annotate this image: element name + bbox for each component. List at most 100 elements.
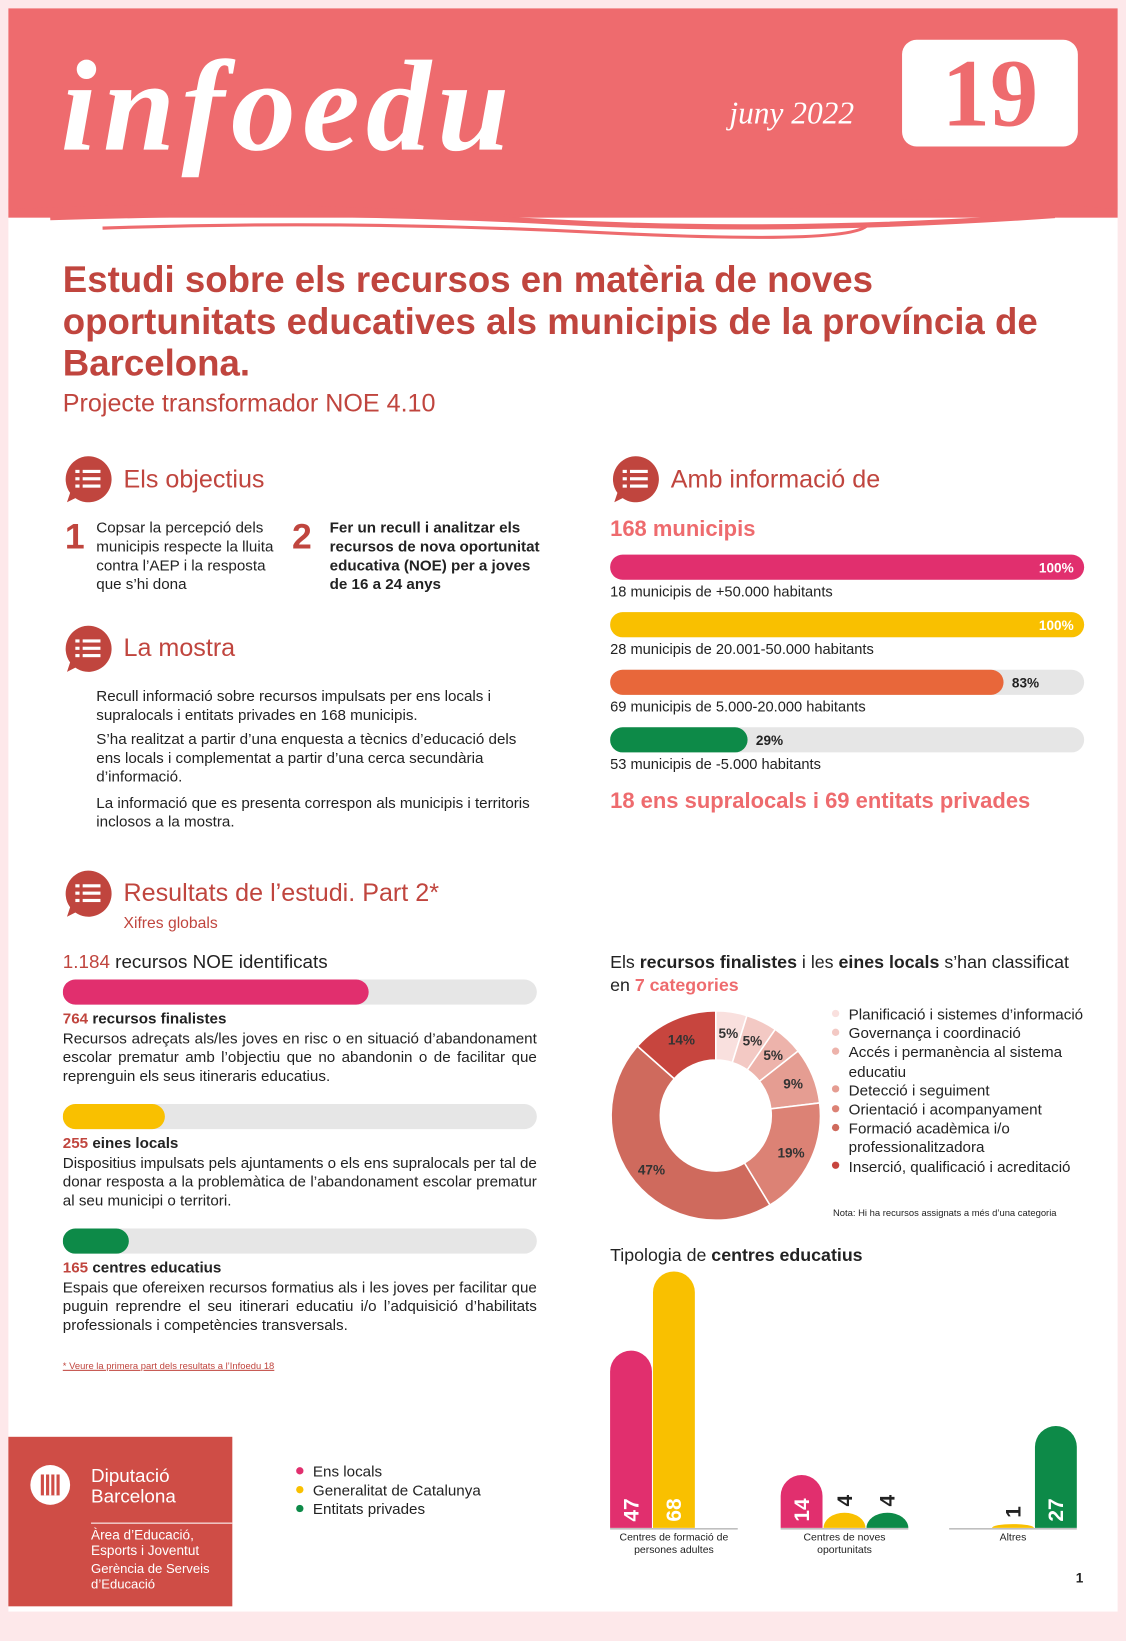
title-part: centres educatius <box>711 1245 863 1266</box>
objective-text: Copsar la percepció dels municipis respe… <box>96 520 274 594</box>
column <box>866 1512 909 1528</box>
donut-legend: Planificació i sistemes d’informació Gove… <box>831 1006 1094 1177</box>
title-part: recursos finalistes <box>639 952 797 973</box>
area: Àrea d’Educació, Esports i Joventut <box>91 1522 233 1558</box>
legend-label: Inserció, qualificació i acreditació <box>848 1159 1071 1176</box>
section-heading: Resultats de l’estudi. Part 2* <box>123 879 439 908</box>
org-line: Barcelona <box>91 1485 176 1507</box>
unit: Gerència de Serveis d’Educació <box>91 1561 210 1592</box>
municipis-chart: 100% 18 municipis de +50.000 habitants 100… <box>610 554 1085 773</box>
legend-item: Ens locals <box>296 1463 481 1482</box>
footnote: * Veure la primera part dels resultats a… <box>62 1360 275 1371</box>
org-name: Diputació Barcelona <box>91 1465 176 1507</box>
legend-swatch <box>831 1009 840 1017</box>
legend-swatch <box>831 1104 840 1113</box>
section-heading: La mostra <box>123 634 236 663</box>
category-label: 18 municipis de +50.000 habitants <box>610 584 833 600</box>
donut-title: Els recursos finalistes i les eines loca… <box>610 951 1091 997</box>
category-label: Centres de noves oportunitats <box>803 1532 886 1557</box>
icon <box>65 625 112 672</box>
bar <box>62 1104 165 1130</box>
header-strokes <box>8 188 1118 239</box>
legend-item: Orientació i acompanyament <box>831 1101 1094 1120</box>
issue-number: 19 <box>902 39 1078 147</box>
category-label: Altres <box>999 1532 1027 1544</box>
bar <box>62 1228 129 1254</box>
icon <box>65 870 112 917</box>
column <box>1034 1426 1077 1528</box>
total: 168 municipis <box>610 516 756 542</box>
legend-label: Ens locals <box>312 1464 383 1481</box>
column <box>823 1512 866 1528</box>
objective-number: 2 <box>291 516 312 557</box>
slice-label: 5% <box>763 1048 783 1063</box>
legend-label: Formació acadèmica i/o professionalitzad… <box>848 1120 1010 1157</box>
donut-chart: 5% 5%5%9%19%47%14% <box>610 1010 822 1221</box>
legend-swatch <box>831 1161 840 1170</box>
bar <box>610 727 748 753</box>
column-legend: Ens locals Generalitat de Catalunya Entita… <box>296 1463 481 1520</box>
bar-track <box>62 1228 537 1254</box>
legend-item: Detecció i seguiment <box>831 1082 1094 1101</box>
legend-item: Formació acadèmica i/o professionalitzad… <box>831 1120 1094 1158</box>
section-heading: Amb informació de <box>670 465 881 494</box>
bar-description: Recursos adreçats als/les joves en risc … <box>62 1030 537 1086</box>
title: Estudi sobre els recursos en matèria de … <box>62 259 1038 385</box>
subtitle: Projecte transformador NOE 4.10 <box>62 389 436 418</box>
slice-label: 5% <box>743 1033 763 1048</box>
icon <box>65 456 112 503</box>
column <box>652 1271 695 1528</box>
resources-total: 1.184 recursos NOE identificats <box>63 951 328 973</box>
value-label: 83% <box>1012 676 1039 691</box>
category-label: Centres de formació de persones adultes <box>619 1532 729 1557</box>
icon <box>612 456 659 503</box>
resources-chart <box>62 979 537 1254</box>
donut-slice <box>610 1045 772 1221</box>
bar <box>610 554 1085 580</box>
note: Nota: Hi ha recursos assignats a més d’u… <box>832 1207 1057 1219</box>
objective-text: Fer un recull i analitzar els recursos d… <box>329 520 540 594</box>
category-label: 28 municipis de 20.001-50.000 habitants <box>610 642 874 658</box>
category-label: 53 municipis de -5.000 habitants <box>610 757 821 773</box>
title-part: eines locals <box>838 952 940 973</box>
column-value: 14 <box>791 1498 814 1522</box>
brand: infoedu <box>60 34 516 178</box>
column-title: Tipologia de centres educatius <box>610 1245 862 1266</box>
paragraph: La informació que es presenta correspon … <box>96 795 530 831</box>
logo <box>30 1465 71 1505</box>
legend-label: Governança i coordinació <box>848 1025 1021 1043</box>
legend-item: Accés i permanència al sistema educatiu <box>831 1044 1094 1082</box>
column-value: 47 <box>620 1498 643 1521</box>
title-part: Els <box>610 952 640 973</box>
legend-label: Generalitat de Catalunya <box>312 1483 481 1500</box>
bar-name: eines locals <box>92 1135 179 1153</box>
bar-label: 764 recursos finalistes <box>63 1011 227 1028</box>
section-heading: Els objectius <box>123 465 265 494</box>
legend-item: Governança i coordinació <box>831 1025 1094 1044</box>
bar-name: recursos finalistes <box>92 1010 227 1028</box>
paragraph: S’ha realitzat a partir d’una enquesta a… <box>96 731 517 786</box>
category-label: 69 municipis de 5.000-20.000 habitants <box>610 700 866 716</box>
value-label: 100% <box>1039 618 1074 633</box>
title-part: s’han classificat en <box>610 952 1069 996</box>
slice-label: 14% <box>668 1032 695 1047</box>
legend-label: Planificació i sistemes d’informació <box>848 1006 1084 1024</box>
legend-label: Detecció i seguiment <box>848 1082 990 1100</box>
objective-number: 1 <box>64 516 85 557</box>
total-number: 1.184 <box>62 951 110 973</box>
column-value: 1 <box>1002 1506 1025 1518</box>
legend-item: Entitats privades <box>296 1501 481 1520</box>
legend-item: Planificació i sistemes d’informació <box>831 1006 1094 1025</box>
org-line: Diputació <box>91 1465 170 1486</box>
legend-swatch <box>831 1123 840 1132</box>
page-number: 1 <box>1075 1569 1084 1586</box>
column-value: 27 <box>1045 1498 1068 1521</box>
column <box>610 1350 652 1528</box>
subheading: Xifres globals <box>123 914 218 933</box>
issue-date: juny 2022 <box>729 96 855 131</box>
donut-slice <box>636 1010 717 1080</box>
legend-label: Entitats privades <box>312 1502 426 1519</box>
bar <box>610 669 1004 695</box>
